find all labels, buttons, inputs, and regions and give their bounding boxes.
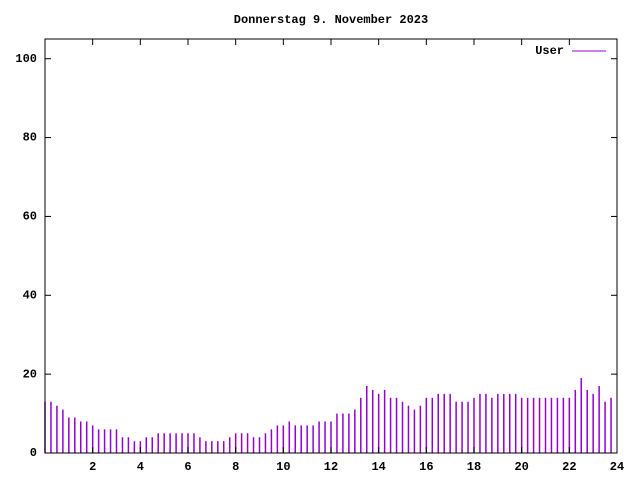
y-tick-label: 80 [23, 131, 37, 145]
x-tick-label: 20 [514, 460, 528, 474]
y-tick-label: 0 [30, 446, 37, 460]
x-tick-label: 14 [371, 460, 385, 474]
y-tick-label: 40 [23, 288, 37, 302]
x-tick-label: 12 [324, 460, 338, 474]
y-tick-label: 20 [23, 367, 37, 381]
x-tick-label: 18 [467, 460, 481, 474]
x-tick-label: 16 [419, 460, 433, 474]
legend-label: User [535, 44, 564, 58]
plot-frame [44, 38, 618, 454]
x-tick-label: 2 [89, 460, 96, 474]
x-tick-label: 22 [562, 460, 576, 474]
chart-title: Donnerstag 9. November 2023 [234, 13, 428, 27]
x-tick-label: 24 [610, 460, 624, 474]
x-tick-label: 6 [184, 460, 191, 474]
y-tick-label: 100 [15, 52, 37, 66]
x-tick-label: 10 [276, 460, 290, 474]
y-tick-label: 60 [23, 210, 37, 224]
x-tick-label: 8 [232, 460, 239, 474]
x-tick-label: 4 [137, 460, 144, 474]
